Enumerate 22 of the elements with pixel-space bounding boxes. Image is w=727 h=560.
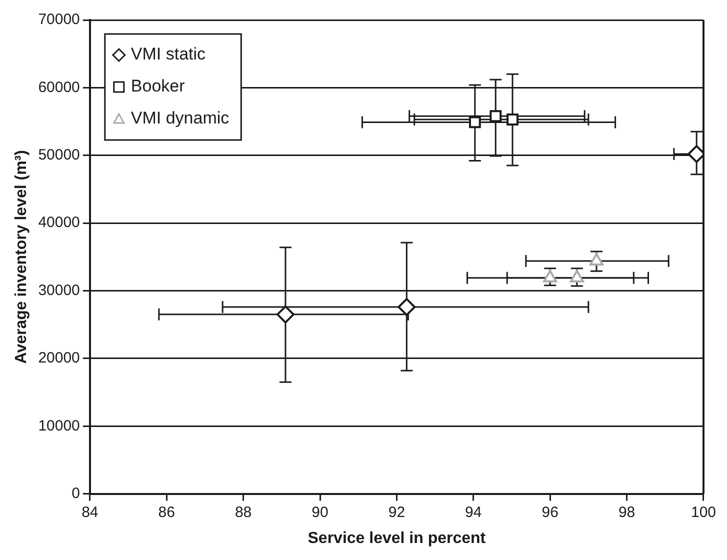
x-tick-label: 86 xyxy=(158,504,175,521)
y-tick-label: 50000 xyxy=(38,146,80,164)
x-tick-label: 94 xyxy=(465,504,482,521)
x-tick-label: 92 xyxy=(388,504,406,521)
y-tick-label: 70000 xyxy=(38,11,80,28)
x-tick-label: 98 xyxy=(618,504,636,521)
y-tick-label: 20000 xyxy=(38,350,80,367)
y-tick-label: 0 xyxy=(72,484,80,502)
y-tick-label: 30000 xyxy=(38,282,80,299)
y-tick-label: 60000 xyxy=(38,78,80,96)
x-tick-label: 100 xyxy=(690,504,716,521)
legend-label: Booker xyxy=(130,76,186,96)
x-tick-label: 84 xyxy=(82,504,98,521)
x-axis-title: Service level in percent xyxy=(308,530,486,547)
y-axis-title: Average inventory level (m³) xyxy=(13,150,30,364)
x-tick-label: 90 xyxy=(312,504,328,521)
y-tick-label: 10000 xyxy=(38,417,80,434)
y-tick-label: 40000 xyxy=(38,214,80,232)
x-tick-label: 96 xyxy=(542,504,558,521)
legend-label: VMI dynamic xyxy=(130,108,230,128)
legend-label: VMI static xyxy=(130,44,206,64)
x-tick-label: 88 xyxy=(234,504,252,521)
